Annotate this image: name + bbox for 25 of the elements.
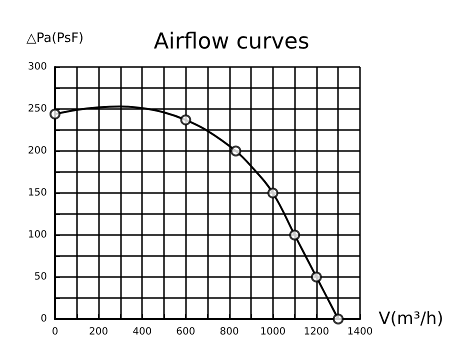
y-tick-label: 50 <box>34 272 47 282</box>
x-tick-label: 0 <box>52 326 58 338</box>
x-tick-label: 600 <box>176 326 196 338</box>
y-tick-label: 100 <box>28 230 47 240</box>
x-tick-label: 1200 <box>304 326 330 338</box>
y-tick-label: 150 <box>28 188 47 198</box>
x-tick-label: 800 <box>220 326 239 338</box>
point <box>267 188 278 198</box>
point <box>230 146 242 156</box>
y-tick-label: 250 <box>28 104 47 114</box>
x-tick-label: 400 <box>132 326 152 338</box>
point <box>332 314 344 324</box>
point <box>289 230 300 240</box>
point <box>50 108 60 120</box>
x-tick-label: 200 <box>89 326 108 338</box>
x-tick-label: 1400 <box>347 326 373 338</box>
point <box>310 272 322 282</box>
y-tick-label: 0 <box>40 314 47 324</box>
y-tick-label: 200 <box>28 146 47 156</box>
x-tick-label: 1000 <box>260 326 286 338</box>
point <box>180 114 192 126</box>
chart-title: Airflow curves <box>154 30 310 54</box>
y-axis-title: △Pa(PsF) <box>26 31 84 46</box>
y-tick-label: 300 <box>28 62 47 72</box>
x-axis-title: V(m³/h) <box>378 309 444 329</box>
